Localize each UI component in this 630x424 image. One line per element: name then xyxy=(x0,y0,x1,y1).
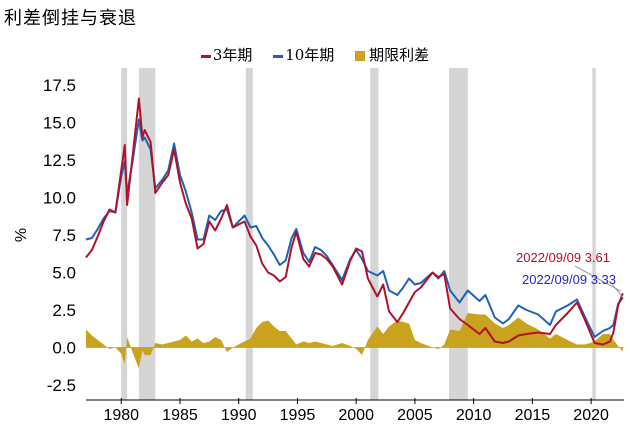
legend-swatch-10y xyxy=(273,54,284,58)
x-tick-label: 1995 xyxy=(280,407,316,424)
y-tick-label: 2.5 xyxy=(52,301,76,320)
legend-item-spread: 期限利差 xyxy=(355,44,429,65)
y-tick-label: 12.5 xyxy=(43,151,76,170)
annotation-label-10y: 2022/09/09 3.33 xyxy=(522,272,616,287)
legend-item-10y: 10年期 xyxy=(273,44,334,65)
legend-item-3y: 3年期 xyxy=(200,44,253,65)
x-tick-label: 2020 xyxy=(573,407,609,424)
legend-label-spread: 期限利差 xyxy=(369,46,430,64)
recession-band-1 xyxy=(121,68,128,400)
y-tick-label: 10.0 xyxy=(43,189,76,208)
legend-label-3y: 3年期 xyxy=(212,46,253,64)
y-tick-label: -2.5 xyxy=(47,376,76,395)
page-title: 利差倒挂与衰退 xyxy=(4,8,137,29)
annotation-label-3y: 2022/09/09 3.61 xyxy=(516,250,610,265)
y-tick-label: 17.5 xyxy=(43,76,76,95)
legend-label-10y: 10年期 xyxy=(285,46,335,64)
legend-swatch-spread xyxy=(355,51,366,61)
x-tick-label: 1985 xyxy=(162,407,198,424)
x-tick-label: 2015 xyxy=(515,407,551,424)
y-tick-label: 15.0 xyxy=(43,114,76,133)
y-tick-label: 5.0 xyxy=(52,264,76,283)
series-line-3y xyxy=(85,97,624,346)
annotation-leader-2 xyxy=(611,283,624,298)
series-line-10y xyxy=(85,118,624,338)
recession-band-6 xyxy=(592,68,596,400)
y-axis-label: % xyxy=(13,228,30,242)
x-tick-label: 1990 xyxy=(221,407,257,424)
spread-area xyxy=(86,313,623,369)
x-tick-label: 1980 xyxy=(103,407,139,424)
annotation-leader-1 xyxy=(574,265,622,292)
y-tick-label: 7.5 xyxy=(52,226,76,245)
x-tick-label: 2005 xyxy=(397,407,433,424)
x-tick-label: 2010 xyxy=(456,407,492,424)
x-tick-label: 2000 xyxy=(338,407,374,424)
chart-legend: 3年期 10年期 期限利差 xyxy=(0,44,630,65)
legend-swatch-3y xyxy=(200,54,211,58)
y-tick-label: 0.0 xyxy=(52,339,76,358)
recession-band-5 xyxy=(448,68,468,400)
recession-band-4 xyxy=(370,68,379,400)
